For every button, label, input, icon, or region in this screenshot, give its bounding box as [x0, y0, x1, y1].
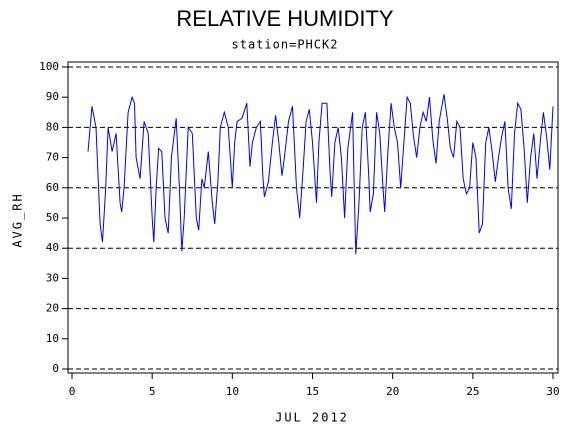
y-tick-label: 50	[46, 211, 59, 224]
x-tick-label: 0	[69, 385, 76, 398]
x-axis-label: JUL 2012	[275, 411, 349, 425]
x-tick-label: 10	[226, 385, 239, 398]
y-tick-label: 40	[46, 241, 59, 254]
y-tick-label: 0	[52, 362, 59, 375]
y-tick-label: 20	[46, 302, 59, 315]
y-tick-label: 10	[46, 332, 59, 345]
x-tick-label: 15	[306, 385, 319, 398]
chart-subtitle: station=PHCK2	[232, 38, 339, 52]
x-tick-label: 25	[466, 385, 479, 398]
y-tick-label: 80	[46, 120, 59, 133]
x-tick-label: 5	[149, 385, 156, 398]
y-axis-label: AVG_RH	[11, 192, 25, 247]
y-tick-label: 90	[46, 90, 59, 103]
x-tick-label: 20	[386, 385, 399, 398]
y-tick-label: 60	[46, 181, 59, 194]
y-tick-label: 100	[39, 60, 59, 73]
y-tick-label: 70	[46, 151, 59, 164]
plot-frame	[67, 61, 559, 374]
data-line	[87, 94, 554, 255]
y-tick-label: 30	[46, 271, 59, 284]
chart-title: RELATIVE HUMIDITY	[176, 6, 394, 31]
x-tick-label: 30	[546, 385, 559, 398]
